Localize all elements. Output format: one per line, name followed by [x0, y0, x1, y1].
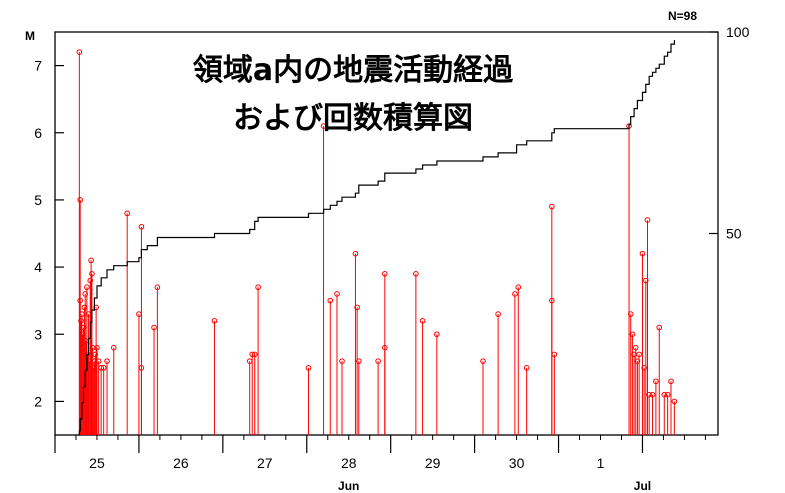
magnitude-point	[382, 271, 388, 277]
magnitude-point	[327, 297, 334, 304]
magnitude-point	[634, 358, 641, 364]
magnitude-point	[549, 297, 555, 304]
magnitude-point	[480, 358, 486, 364]
magnitude-point	[419, 318, 426, 324]
magnitude-point	[382, 344, 388, 351]
magnitude-point	[100, 365, 107, 371]
magnitude-point	[104, 358, 110, 364]
magnitude-point	[649, 391, 656, 398]
magnitude-point	[512, 291, 518, 297]
cumulative-count-line	[78, 40, 675, 436]
magnitude-point	[636, 351, 642, 358]
magnitude-point	[255, 284, 261, 291]
magnitude-point	[138, 223, 145, 230]
magnitude-point	[668, 378, 674, 385]
magnitude-point	[643, 277, 649, 284]
magnitude-point	[495, 311, 501, 317]
magnitude-point	[89, 271, 95, 277]
magnitude-point	[151, 324, 157, 331]
magnitude-point	[641, 365, 647, 371]
magnitude-point	[653, 378, 659, 385]
x-day-label: 1	[597, 455, 605, 471]
magnitude-point	[334, 291, 340, 297]
magnitude-point	[632, 344, 639, 351]
magnitude-point	[251, 351, 258, 358]
magnitude-point	[644, 217, 651, 223]
magnitude-point	[656, 324, 663, 331]
magnitude-point	[356, 358, 362, 364]
plot-frame	[54, 31, 719, 436]
x-day-label: 25	[89, 455, 105, 471]
right-tick-label: 100	[726, 24, 750, 40]
x-day-label: 30	[509, 455, 525, 471]
left-axis-title: M	[25, 29, 35, 43]
x-day-label: 27	[257, 455, 273, 471]
left-tick-label: 2	[34, 393, 42, 409]
magnitude-point	[646, 391, 652, 398]
magnitude-point	[211, 318, 218, 324]
left-tick-label: 6	[34, 125, 42, 141]
x-day-label: 28	[341, 455, 357, 471]
x-axis: 25 26 27 28 29 30 1 Jun Jul	[54, 435, 706, 493]
magnitude-point	[434, 331, 440, 338]
chart-title-line-2: および回数積算図	[233, 101, 473, 136]
magnitude-point	[551, 351, 558, 358]
magnitude-point	[305, 365, 312, 371]
left-tick-label: 7	[34, 58, 42, 74]
magnitude-point	[154, 284, 161, 291]
magnitude-point	[84, 284, 90, 291]
right-axis-title: N=98	[668, 9, 697, 23]
x-month-label: Jul	[634, 479, 651, 493]
magnitude-point	[124, 210, 130, 217]
magnitude-point	[671, 398, 678, 405]
magnitude-point	[413, 271, 419, 277]
left-tick-label: 5	[34, 192, 42, 208]
magnitude-point	[77, 197, 83, 203]
magnitude-point	[138, 365, 145, 371]
magnitude-point	[354, 304, 360, 311]
magnitude-point	[95, 358, 102, 364]
magnitude-point	[523, 365, 530, 371]
magnitude-point	[80, 324, 87, 331]
magnitude-point	[515, 284, 522, 291]
magnitude-point	[110, 344, 117, 351]
x-month-label: Jun	[338, 479, 359, 493]
magnitude-point	[375, 358, 381, 364]
magnitude-point	[661, 391, 668, 398]
right-tick-label: 50	[726, 226, 742, 242]
magnitude-point	[76, 49, 83, 55]
left-tick-label: 3	[34, 326, 42, 342]
magnitude-point	[77, 297, 83, 304]
magnitude-point	[82, 291, 89, 297]
magnitude-point	[664, 391, 671, 398]
magnitude-point	[87, 277, 94, 284]
right-axis: 50 100	[709, 24, 750, 242]
magnitude-point	[629, 331, 636, 338]
magnitude-point	[88, 257, 94, 264]
magnitude-point	[78, 318, 84, 324]
magnitude-point	[320, 123, 327, 129]
x-day-label: 29	[425, 455, 441, 471]
magnitude-point	[352, 250, 359, 257]
magnitude-point	[92, 351, 99, 358]
left-axis: 2 3 4 5 6 7	[34, 58, 64, 409]
chart-title-line-1: 領域a内の地震活動経過	[193, 53, 514, 88]
magnitude-point	[627, 311, 634, 317]
magnitude-point	[639, 250, 646, 257]
magnitude-stems	[76, 49, 678, 435]
magnitude-point	[339, 358, 345, 364]
x-day-label: 26	[173, 455, 189, 471]
left-tick-label: 4	[34, 259, 42, 275]
magnitude-point	[94, 344, 100, 351]
magnitude-point	[549, 203, 555, 210]
